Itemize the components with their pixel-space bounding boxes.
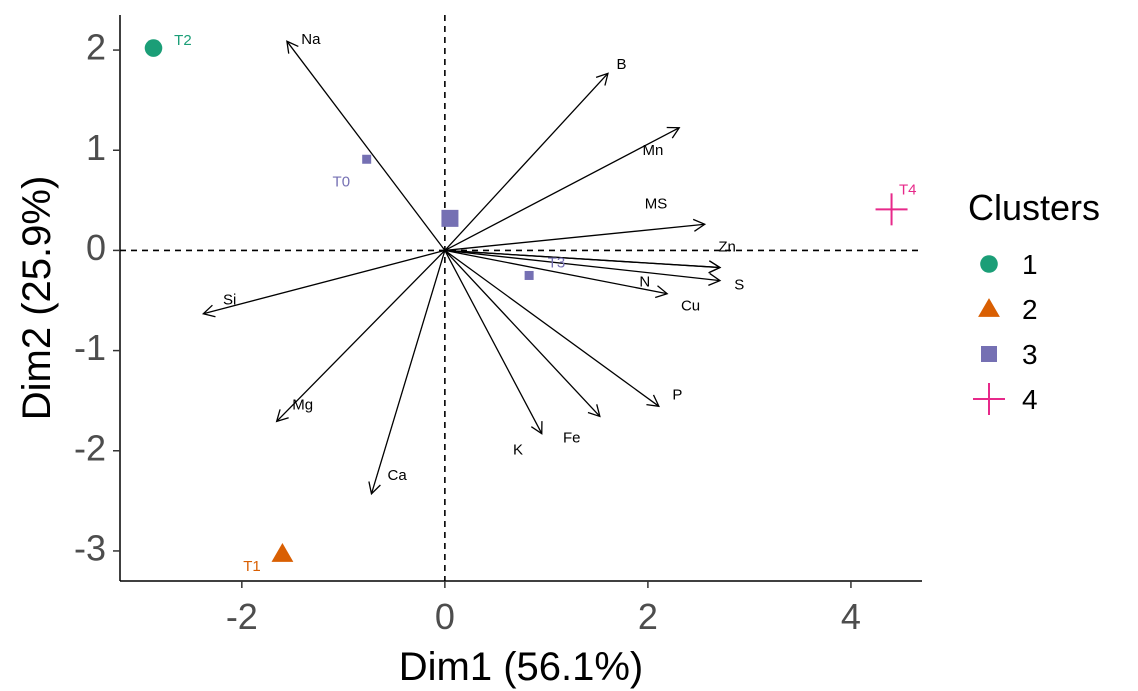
- arrow-na: [286, 40, 446, 251]
- variable-label-ms: MS: [645, 195, 668, 212]
- x-tick-label: 4: [841, 596, 861, 637]
- variable-label-mn: Mn: [643, 142, 664, 159]
- legend-label-2: 2: [1022, 294, 1038, 325]
- legend-label-3: 3: [1022, 339, 1038, 370]
- y-tick-label: -3: [74, 527, 106, 568]
- arrow-b: [444, 72, 609, 251]
- variable-label-ca: Ca: [388, 467, 408, 484]
- point-label-t1: T1: [243, 558, 261, 575]
- x-tick-label: 2: [638, 596, 658, 637]
- variable-label-zn: Zn: [718, 238, 736, 255]
- variable-label-si: Si: [223, 291, 236, 308]
- arrow-mg: [275, 249, 446, 423]
- arrow-k: [444, 250, 543, 435]
- legend: Clusters 1 2 3 4: [968, 187, 1100, 415]
- point-t0: [362, 154, 372, 164]
- variable-label-n: N: [639, 273, 650, 290]
- y-tick-label: -1: [74, 327, 106, 368]
- arrow-n: [444, 249, 669, 299]
- variable-label-s: S: [734, 276, 744, 293]
- arrow-mn: [444, 126, 681, 251]
- y-tick-label: -2: [74, 427, 106, 468]
- arrow-cu: [444, 249, 722, 274]
- x-tick-label: 0: [435, 596, 455, 637]
- tick-labels: -2 0 2 4 -3 -2 -1 0 1 2: [74, 27, 861, 637]
- point-label-t2: T2: [174, 32, 192, 49]
- variable-label-na: Na: [301, 31, 321, 48]
- y-tick-label: 2: [86, 27, 106, 68]
- y-tick-label: 1: [86, 127, 106, 168]
- arrow-fe: [444, 249, 601, 418]
- point-label-t0: T0: [333, 173, 351, 190]
- legend-label-4: 4: [1022, 384, 1038, 415]
- legend-label-1: 1: [1022, 249, 1038, 280]
- point-label-t4: T4: [899, 181, 917, 198]
- arrow-ms: [444, 218, 707, 252]
- variable-arrows: [201, 40, 722, 496]
- variable-label-mg: Mg: [292, 397, 313, 414]
- variable-labels: Na B Mn MS Zn S N Cu P Fe K Ca Mg Si: [223, 31, 744, 484]
- y-axis-title: Dim2 (25.9%): [15, 176, 59, 421]
- point-t4: [875, 193, 908, 226]
- point-label-t3: T3: [548, 254, 566, 271]
- legend-key-3: [981, 346, 997, 362]
- arrow-p: [444, 249, 660, 408]
- variable-label-k: K: [513, 442, 523, 459]
- axes: [113, 15, 922, 588]
- point-t1: [271, 543, 294, 562]
- x-tick-label: -2: [226, 596, 258, 637]
- variable-label-p: P: [672, 387, 682, 404]
- point-t3: [524, 270, 534, 280]
- x-axis-title: Dim1 (56.1%): [399, 645, 644, 689]
- variable-label-b: B: [616, 56, 626, 73]
- arrow-s: [444, 249, 722, 286]
- variable-label-fe: Fe: [563, 430, 581, 447]
- legend-key-1: [980, 255, 998, 273]
- y-tick-label: 0: [86, 227, 106, 268]
- observation-points: T2 T1 T0 T3 T4: [144, 32, 917, 575]
- point-t2: [144, 39, 163, 57]
- arrow-si: [201, 249, 446, 318]
- reference-lines: [120, 15, 922, 581]
- arrow-ca: [368, 250, 446, 496]
- cluster-3-centroid: [441, 209, 459, 227]
- variable-label-cu: Cu: [681, 297, 700, 314]
- legend-title: Clusters: [968, 187, 1100, 228]
- legend-key-2: [978, 298, 1000, 317]
- legend-key-4: [973, 383, 1005, 415]
